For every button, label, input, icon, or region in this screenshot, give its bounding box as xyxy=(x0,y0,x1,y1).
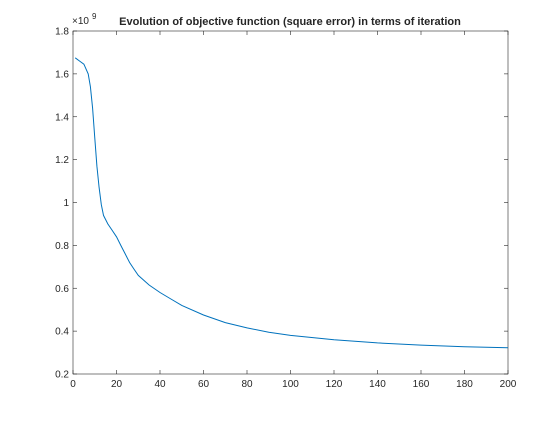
y-tick-label: 1.4 xyxy=(55,112,69,123)
y-multiplier-exponent: 9 xyxy=(92,12,97,21)
x-tick-label: 100 xyxy=(282,379,299,390)
plot-box xyxy=(72,30,509,375)
ticks: 0 20 40 60 80 100 120 140 160 180 200 0.2 0.4 0.6 0.8 1… xyxy=(55,27,517,391)
x-tick-label: 60 xyxy=(198,379,210,390)
y-tick-label: 0.2 xyxy=(55,370,69,381)
x-tick-label: 0 xyxy=(70,379,76,390)
axes xyxy=(72,30,509,375)
y-multiplier-label: ×10 xyxy=(72,16,89,27)
y-tick-label: 0.8 xyxy=(55,241,69,252)
y-tick-label: 1.8 xyxy=(55,27,69,38)
x-tick-label: 180 xyxy=(456,379,473,390)
x-tick-label: 140 xyxy=(369,379,386,390)
y-tick-label: 0.6 xyxy=(55,284,69,295)
x-tick-label: 200 xyxy=(500,379,517,390)
y-tick-label: 1 xyxy=(63,198,69,209)
y-tick-label: 0.4 xyxy=(55,327,69,338)
x-tick-label: 120 xyxy=(326,379,343,390)
x-tick-label: 40 xyxy=(154,379,166,390)
series-group xyxy=(74,57,509,349)
y-tick-label: 1.6 xyxy=(55,69,69,80)
series-line xyxy=(74,57,509,349)
y-tick-label: 1.2 xyxy=(55,155,69,166)
x-tick-label: 20 xyxy=(111,379,123,390)
x-tick-label: 80 xyxy=(241,379,253,390)
chart-title: Evolution of objective function (square … xyxy=(119,16,461,28)
x-tick-label: 160 xyxy=(413,379,430,390)
